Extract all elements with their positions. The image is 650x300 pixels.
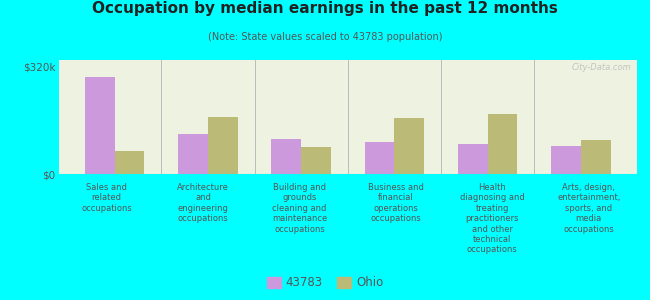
Bar xyxy=(178,134,208,174)
Text: Sales and
related
occupations: Sales and related occupations xyxy=(81,183,132,213)
Text: Arts, design,
entertainment,
sports, and
media
occupations: Arts, design, entertainment, sports, and… xyxy=(557,183,621,234)
Bar xyxy=(365,142,395,174)
Text: (Note: State values scaled to 43783 population): (Note: State values scaled to 43783 popu… xyxy=(208,32,442,41)
Text: City-Data.com: City-Data.com xyxy=(571,63,631,72)
Bar xyxy=(458,144,488,174)
Bar xyxy=(395,118,424,174)
Bar xyxy=(271,139,301,174)
Bar xyxy=(208,117,238,174)
Bar xyxy=(114,151,144,174)
Bar xyxy=(551,146,581,174)
Text: Architecture
and
engineering
occupations: Architecture and engineering occupations xyxy=(177,183,229,223)
Bar xyxy=(84,77,114,174)
Text: Building and
grounds
cleaning and
maintenance
occupations: Building and grounds cleaning and mainte… xyxy=(272,183,327,234)
Text: Occupation by median earnings in the past 12 months: Occupation by median earnings in the pas… xyxy=(92,2,558,16)
Bar xyxy=(301,147,331,174)
Text: Business and
financial
operations
occupations: Business and financial operations occupa… xyxy=(368,183,424,223)
Bar xyxy=(488,114,517,174)
Bar xyxy=(581,140,611,174)
Legend: 43783, Ohio: 43783, Ohio xyxy=(262,272,388,294)
Text: Health
diagnosing and
treating
practitioners
and other
technical
occupations: Health diagnosing and treating practitio… xyxy=(460,183,525,254)
